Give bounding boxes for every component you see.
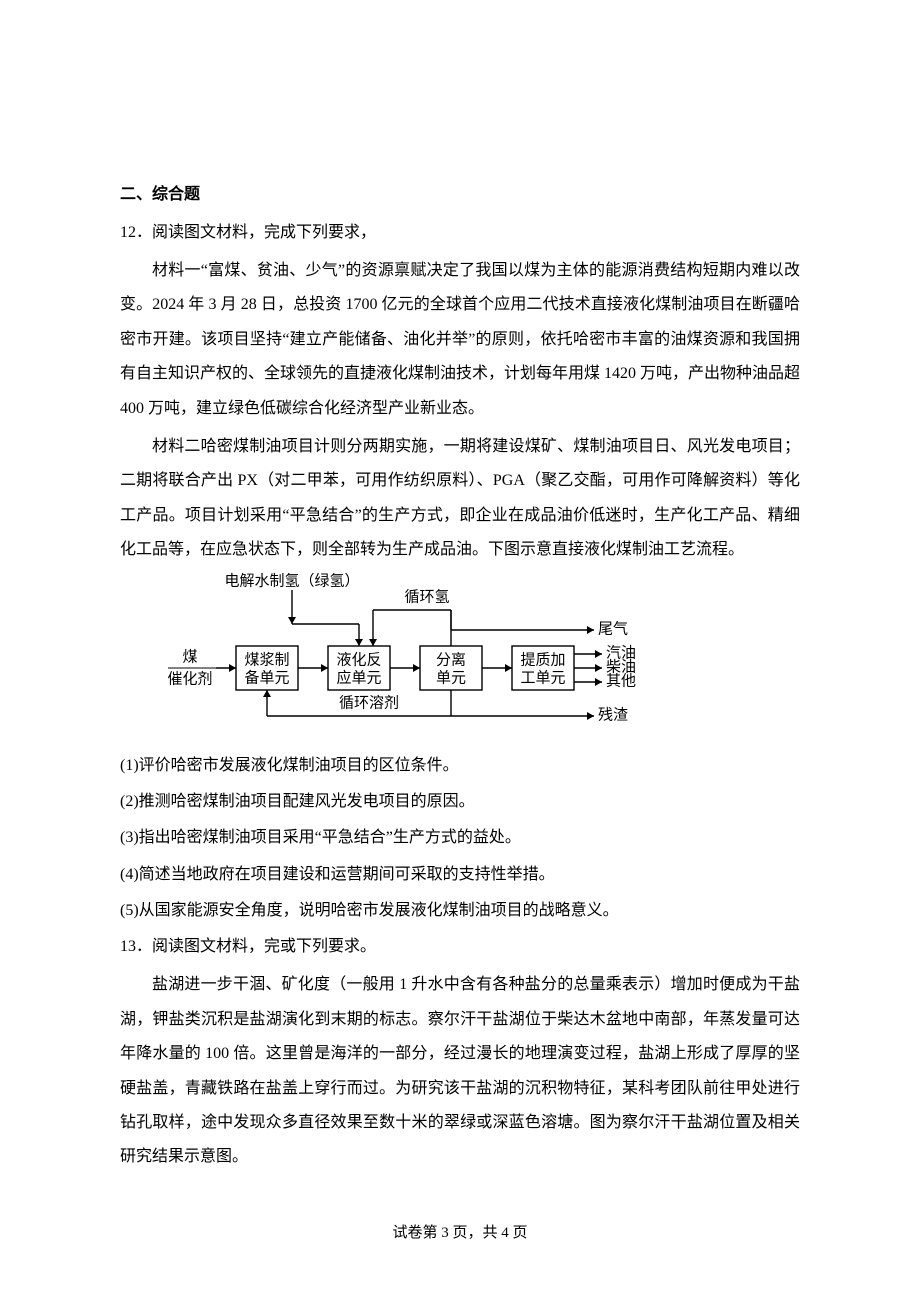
svg-text:煤浆制: 煤浆制 <box>244 650 289 668</box>
svg-text:循环氢: 循环氢 <box>404 588 449 605</box>
q12-para-2: 材料二哈密煤制油项目计则分两期实施，一期将建设煤矿、煤制油项目日、风光发电项目；… <box>120 430 800 568</box>
q12-sub-5: (5)从国家能源安全角度，说明哈密市发展液化煤制油项目的战略意义。 <box>120 894 800 928</box>
svg-text:备单元: 备单元 <box>244 669 289 686</box>
q12-sub-2: (2)推测哈密煤制油项目配建风光发电项目的原因。 <box>120 785 800 819</box>
q13-lead: 13．阅读图文材料，完或下列要求。 <box>120 932 800 956</box>
svg-text:电解水制氢（绿氢）: 电解水制氢（绿氢） <box>224 572 359 589</box>
q13-para-1: 盐湖进一步干涸、矿化度（一般用 1 升水中含有各种盐分的总量乘表示）增加时便成为… <box>120 968 800 1174</box>
q12-para-1: 材料一“富煤、贫油、少气”的资源禀赋决定了我国以煤为主体的能源消费结构短期内难以… <box>120 254 800 426</box>
svg-text:煤: 煤 <box>182 648 197 665</box>
svg-text:分离: 分离 <box>436 651 466 668</box>
q12-sub-3: (3)指出哈密煤制油项目采用“平急结合”生产方式的益处。 <box>120 821 800 855</box>
process-flow-diagram: 电解水制氢（绿氢） 循环氢尾气煤催化剂 煤浆制备单元 液化反应单元 分离单元 提质加工单元… <box>162 568 800 743</box>
svg-text:其他: 其他 <box>606 672 636 689</box>
svg-text:液化反: 液化反 <box>336 651 381 668</box>
svg-text:应单元: 应单元 <box>336 668 381 686</box>
exam-page: 二、综合题 12．阅读图文材料，完成下列要求， 材料一“富煤、贫油、少气”的资源… <box>0 0 920 1302</box>
q12-sub-1: (1)评价哈密市发展液化煤制油项目的区位条件。 <box>120 749 800 783</box>
svg-text:尾气: 尾气 <box>598 620 628 637</box>
section-header: 二、综合题 <box>120 180 800 204</box>
page-footer: 试卷第 3 页，共 4 页 <box>0 1221 920 1242</box>
svg-text:残渣: 残渣 <box>598 706 628 723</box>
svg-text:提质加: 提质加 <box>520 651 565 668</box>
svg-text:工单元: 工单元 <box>520 669 565 686</box>
svg-text:单元: 单元 <box>436 669 466 686</box>
svg-text:循环溶剂: 循环溶剂 <box>339 694 399 711</box>
q12-lead: 12．阅读图文材料，完成下列要求， <box>120 218 800 242</box>
q12-sub-4: (4)简述当地政府在项目建设和运营期间可采取的支持性举措。 <box>120 858 800 892</box>
svg-text:催化剂: 催化剂 <box>167 670 212 687</box>
